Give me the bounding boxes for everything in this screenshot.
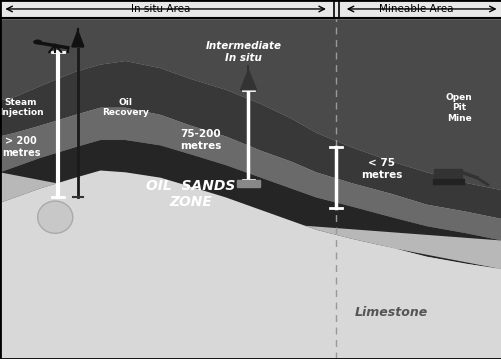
- Text: Limestone: Limestone: [354, 306, 427, 319]
- Bar: [237, 180, 259, 187]
- Polygon shape: [0, 18, 501, 190]
- Text: Mineable Area: Mineable Area: [379, 4, 453, 14]
- Ellipse shape: [33, 39, 42, 45]
- Bar: [432, 179, 463, 184]
- Polygon shape: [0, 171, 501, 359]
- Text: Steam
Injection: Steam Injection: [0, 98, 43, 117]
- Polygon shape: [0, 108, 501, 241]
- Polygon shape: [0, 61, 501, 219]
- Ellipse shape: [38, 201, 73, 233]
- Bar: [0, 0, 501, 18]
- Polygon shape: [240, 70, 256, 90]
- Text: Open
Pit
Mine: Open Pit Mine: [445, 93, 472, 123]
- Text: Oil
Recovery: Oil Recovery: [102, 98, 149, 117]
- Text: < 75
metres: < 75 metres: [360, 158, 401, 180]
- Text: > 200
metres: > 200 metres: [2, 136, 40, 158]
- Text: 75-200
metres: 75-200 metres: [180, 129, 221, 151]
- Polygon shape: [72, 31, 84, 47]
- Text: Intermediate
In situ: Intermediate In situ: [205, 41, 281, 63]
- Polygon shape: [0, 140, 501, 269]
- Text: OIL  SANDS
ZONE: OIL SANDS ZONE: [146, 179, 235, 209]
- Bar: [433, 169, 461, 180]
- Text: In situ Area: In situ Area: [131, 4, 190, 14]
